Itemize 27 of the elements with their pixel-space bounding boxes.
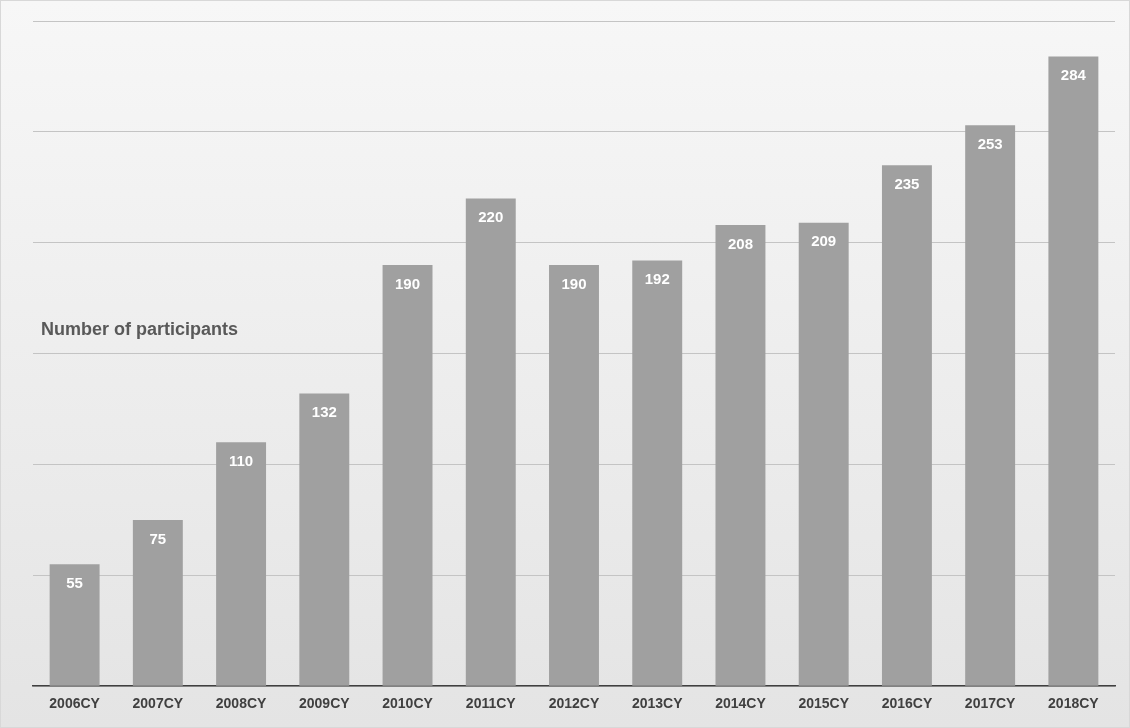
x-tick-label: 2018CY [1048,695,1100,712]
x-tick-label: 2015CY [798,695,850,712]
data-label: 75 [149,529,167,547]
text: Number of participants [41,319,239,340]
x-tick-label: 2014CY [715,695,767,712]
x-tick-label: 2013CY [631,695,684,712]
x-tick-label: 2012CY [548,695,600,712]
data-label: 208 [727,234,753,252]
x-tick-label: 2011CY [465,695,517,712]
x-tick-label: 2006CY [49,695,101,712]
x-tick-label: 2008CY [215,695,268,712]
data-label: 55 [66,573,83,591]
data-label: 235 [894,174,920,192]
x-tick-label: 2016CY [881,695,933,712]
data-label: 192 [644,270,670,288]
data-label: 209 [811,232,837,250]
data-label: 190 [561,274,587,292]
x-tick-label: 2017CY [964,695,1017,712]
x-tick-label: 2010CY [382,695,434,712]
data-label: 132 [311,403,337,421]
data-label: 253 [977,134,1003,152]
x-tick-label: 2007CY [132,695,184,712]
data-label: 190 [395,274,421,292]
data-label: 284 [1060,66,1087,84]
data-label: 220 [478,208,504,226]
data-label: 110 [228,451,254,469]
x-tick-label: 2009CY [299,695,351,712]
